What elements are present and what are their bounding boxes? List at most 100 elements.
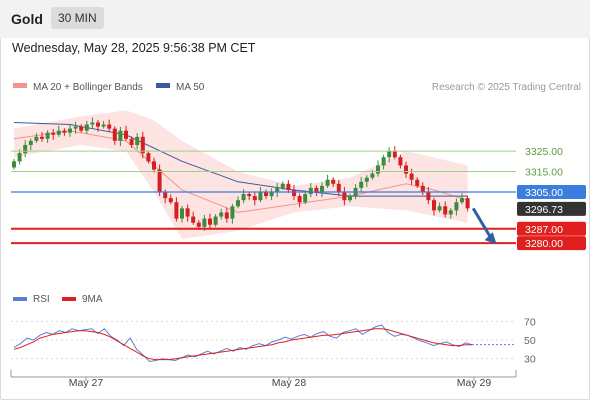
candle-body (236, 200, 240, 207)
pivot-tag-bg (517, 185, 586, 199)
rsi-ma-legend-swatch (62, 297, 76, 301)
candle-body (247, 194, 252, 197)
candle-body (415, 179, 420, 186)
candle-body (157, 169, 162, 192)
candle-body (392, 151, 397, 158)
candle-body (107, 124, 112, 129)
candle-body (79, 126, 84, 131)
candle-body (68, 128, 72, 133)
candle-body (308, 187, 313, 195)
watermark: Research © 2025 Trading Central (432, 82, 581, 93)
timeframe-badge[interactable]: 30 MIN (51, 7, 104, 29)
candle-body (426, 192, 431, 201)
pivot-tag: 3305.00 (525, 187, 563, 199)
rsi-ma-legend-label: 9MA (82, 294, 103, 305)
candle-body (331, 179, 336, 184)
candle-body (185, 208, 190, 217)
candle-body (224, 212, 229, 219)
x-axis: May 27 May 28 May 29 (10, 370, 517, 389)
candle-body (320, 185, 324, 192)
candle-body (112, 128, 117, 141)
ma50-legend-swatch (156, 83, 170, 88)
candle-body (40, 136, 44, 139)
candle-body (135, 136, 140, 145)
candle-body (376, 165, 380, 174)
support-tag-bg (517, 236, 586, 251)
candle-body (168, 198, 173, 203)
candle-body (101, 124, 106, 127)
candle-body (73, 126, 78, 129)
candle-body (118, 130, 123, 141)
candle-body (409, 173, 414, 180)
candle-body (454, 202, 459, 211)
candle-body (241, 194, 246, 201)
candle-body (398, 157, 403, 166)
candle-body (443, 206, 448, 215)
rsi-level-label: 50 (524, 335, 536, 347)
forecast-arrow-head (484, 232, 497, 245)
candle-body (269, 192, 274, 197)
rsi-legend-label: RSI (33, 294, 50, 305)
candle-body (303, 194, 308, 203)
support-tag-bg (517, 221, 586, 236)
candle-body (84, 124, 89, 131)
candle-body (51, 132, 56, 135)
candle-body (140, 136, 145, 154)
candle-body (202, 218, 207, 227)
candle-body (56, 130, 61, 135)
candle-body (342, 192, 347, 201)
candle-body (230, 206, 235, 219)
rsi-plot-area: 70 50 30 (11, 316, 536, 366)
candle-body (437, 206, 442, 211)
support-tag: 3280.00 (525, 238, 563, 250)
candle-body (17, 153, 22, 162)
candle-body (252, 196, 257, 201)
candle-body (460, 198, 464, 203)
rsi-level-label: 70 (524, 316, 536, 328)
candle-body (348, 196, 352, 201)
candle-body (258, 192, 263, 201)
last-price-tag: 3296.73 (525, 204, 563, 216)
candle-body (325, 179, 330, 186)
candle-body (180, 208, 184, 219)
rsi-level-label: 30 (524, 354, 536, 366)
rsi-legend-swatch (13, 297, 27, 301)
candle-body (163, 192, 168, 199)
ma50-legend-label: MA 50 (176, 82, 205, 93)
level-lines: 3325.00 3315.00 3305.00 3296.73 3287.00 3280.… (11, 146, 586, 251)
candle-body (432, 200, 436, 211)
timestamp: Wednesday, May 28, 2025 9:56:38 PM CET (12, 41, 256, 55)
rsi-ma-line (13, 328, 472, 361)
resistance-label: 3315.00 (525, 167, 563, 179)
candle-body (292, 189, 296, 197)
candle-body (219, 212, 224, 217)
candle-body (465, 198, 470, 209)
resistance-label: 3325.00 (525, 146, 563, 158)
x-tick-label: May 29 (457, 377, 492, 389)
candle-body (420, 185, 425, 192)
last-price-tag-bg (517, 201, 586, 216)
rsi-legend: RSI 9MA (13, 294, 103, 305)
candle-body (45, 132, 50, 139)
candle-body (275, 187, 280, 192)
candle-body (213, 216, 218, 225)
ma20-legend-swatch (13, 83, 27, 88)
candle-body (28, 140, 33, 145)
candle-body (336, 183, 341, 192)
candle-body (62, 130, 67, 133)
candle-body (96, 122, 100, 127)
legend: MA 20 + Bollinger Bands MA 50 Research ©… (13, 82, 581, 93)
candle-body (280, 183, 285, 188)
x-tick-label: May 28 (272, 377, 307, 389)
candle-body (314, 187, 319, 192)
candle-body (174, 202, 179, 219)
candle-body (146, 153, 151, 162)
candle-body (152, 161, 156, 170)
candle-body (23, 144, 28, 154)
candle-body (124, 130, 128, 139)
candle-body (196, 222, 201, 227)
candle-body (34, 136, 39, 141)
instrument-title: Gold (11, 11, 43, 27)
candle-body (364, 177, 369, 182)
